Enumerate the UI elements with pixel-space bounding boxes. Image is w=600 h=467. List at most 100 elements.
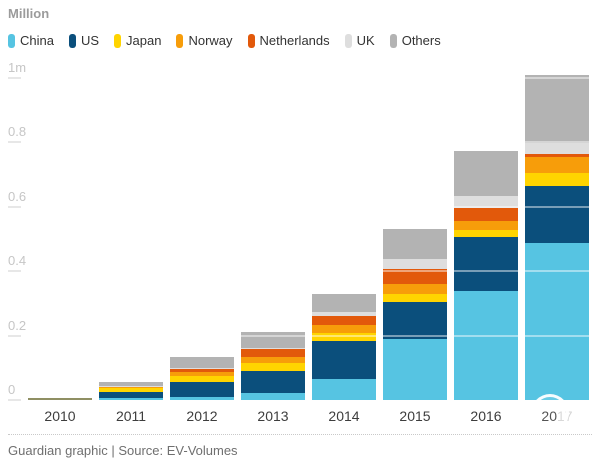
- bar-segment-china: [99, 398, 163, 400]
- bar-segment-us: [383, 302, 447, 339]
- bar-segment-uk: [99, 386, 163, 387]
- y-axis-unit-title: Million: [8, 6, 50, 21]
- bar-segment-us: [312, 341, 376, 380]
- bar-segment-china: [312, 379, 376, 400]
- bar-2012: [170, 357, 234, 400]
- bar-segment-japan: [312, 333, 376, 342]
- y-tick-label: 0: [8, 382, 16, 397]
- legend-label: Norway: [188, 33, 233, 48]
- source-credit: Guardian graphic | Source: EV-Volumes: [8, 443, 238, 458]
- bar-segment-japan: [241, 362, 305, 371]
- legend-swatch-icon: [176, 33, 184, 48]
- bar-segment-norway: [525, 156, 589, 173]
- legend-item-norway: Norway: [176, 33, 233, 48]
- y-tick-label: 0.4: [8, 253, 27, 269]
- bar-2011: [99, 382, 163, 400]
- legend-label: Others: [401, 33, 441, 48]
- bar-segment-others: [99, 382, 163, 387]
- bar-segment-others: [525, 75, 589, 144]
- x-tick-label-2013: 2013: [257, 408, 289, 424]
- bar-segment-japan: [525, 172, 589, 186]
- bar-segment-norway: [383, 283, 447, 294]
- gridline: [28, 270, 589, 273]
- y-tick-mark: [8, 141, 21, 144]
- bar-segment-norway: [454, 221, 518, 230]
- bar-segment-japan: [454, 229, 518, 237]
- legend-label: UK: [356, 33, 375, 48]
- bar-2015: [383, 229, 447, 400]
- gridline: [28, 334, 589, 337]
- x-tick-label-2015: 2015: [399, 408, 431, 424]
- circle-watermark-icon: [531, 394, 569, 432]
- bar-segment-others: [241, 332, 305, 348]
- gridline: [28, 77, 589, 79]
- y-tick-mark: [8, 399, 21, 401]
- y-tick-label: 1m: [8, 60, 27, 75]
- legend-label: Japan: [126, 33, 162, 48]
- legend-item-japan: Japan: [114, 33, 161, 48]
- bar-segment-netherlands: [241, 349, 305, 358]
- legend-item-china: China: [8, 33, 54, 48]
- x-tick-label-2014: 2014: [328, 408, 360, 424]
- bar-segment-norway: [99, 387, 163, 388]
- bar-segment-china: [170, 396, 234, 400]
- bar-segment-china: [241, 392, 305, 400]
- bar-segment-uk: [454, 195, 518, 208]
- bar-segment-norway: [312, 324, 376, 334]
- legend-item-uk: UK: [344, 33, 375, 48]
- footer-divider: [8, 434, 592, 435]
- bar-segment-us: [170, 381, 234, 397]
- y-tick-mark: [8, 270, 21, 273]
- y-tick-mark: [8, 205, 21, 208]
- bar-2013: [241, 332, 305, 400]
- legend-item-others: Others: [389, 33, 441, 48]
- legend-item-us: US: [68, 33, 100, 48]
- bar-2017: [525, 75, 589, 400]
- y-tick-label: 0.6: [8, 188, 27, 204]
- bar-segment-others: [170, 357, 234, 368]
- legend-label: US: [80, 33, 100, 48]
- bar-segment-norway: [170, 371, 234, 376]
- bar-segment-uk: [241, 347, 305, 350]
- x-tick-label-2011: 2011: [115, 408, 147, 424]
- bar-segment-uk: [525, 143, 589, 154]
- bar-segment-china: [383, 338, 447, 400]
- bar-segment-uk: [383, 258, 447, 269]
- y-tick-mark: [8, 77, 21, 79]
- y-tick-label: 0.2: [8, 317, 27, 333]
- bar-segment-china: [525, 242, 589, 400]
- bar-segment-us: [99, 392, 163, 399]
- bar-segment-netherlands: [170, 369, 234, 372]
- bar-segment-japan: [383, 293, 447, 303]
- bar-segment-netherlands: [383, 268, 447, 284]
- bar-segment-us: [525, 185, 589, 243]
- bar-segment-others: [454, 151, 518, 196]
- bar-segment-uk: [170, 367, 234, 370]
- gridline: [28, 141, 589, 144]
- bar-segment-norway: [241, 357, 305, 363]
- x-tick-label-2016: 2016: [470, 408, 502, 424]
- bar-segment-uk: [312, 312, 376, 316]
- bar-2016: [454, 151, 518, 400]
- bar-segment-netherlands: [454, 207, 518, 222]
- bar-segment-others: [383, 229, 447, 259]
- y-tick-mark: [8, 334, 21, 337]
- bar-2010: [28, 398, 92, 400]
- bar-segment-netherlands: [525, 153, 589, 157]
- bar-segment-china: [454, 291, 518, 400]
- x-tick-label-2010: 2010: [44, 408, 76, 424]
- bar-segment-others: [312, 293, 376, 313]
- legend-swatch-icon: [247, 33, 255, 48]
- bar-segment-japan: [99, 387, 163, 393]
- legend-swatch-icon: [114, 33, 122, 48]
- bar-segment-us: [454, 236, 518, 292]
- gridline: [28, 205, 589, 208]
- bar-segment-us: [241, 370, 305, 393]
- legend: China US Japan Norway Netherlands UK Others: [8, 33, 441, 48]
- legend-swatch-icon: [8, 33, 15, 48]
- legend-swatch-icon: [389, 33, 397, 48]
- bar-segment-netherlands: [312, 315, 376, 325]
- bar-segment-japan: [170, 375, 234, 382]
- x-tick-label-2012: 2012: [186, 408, 218, 424]
